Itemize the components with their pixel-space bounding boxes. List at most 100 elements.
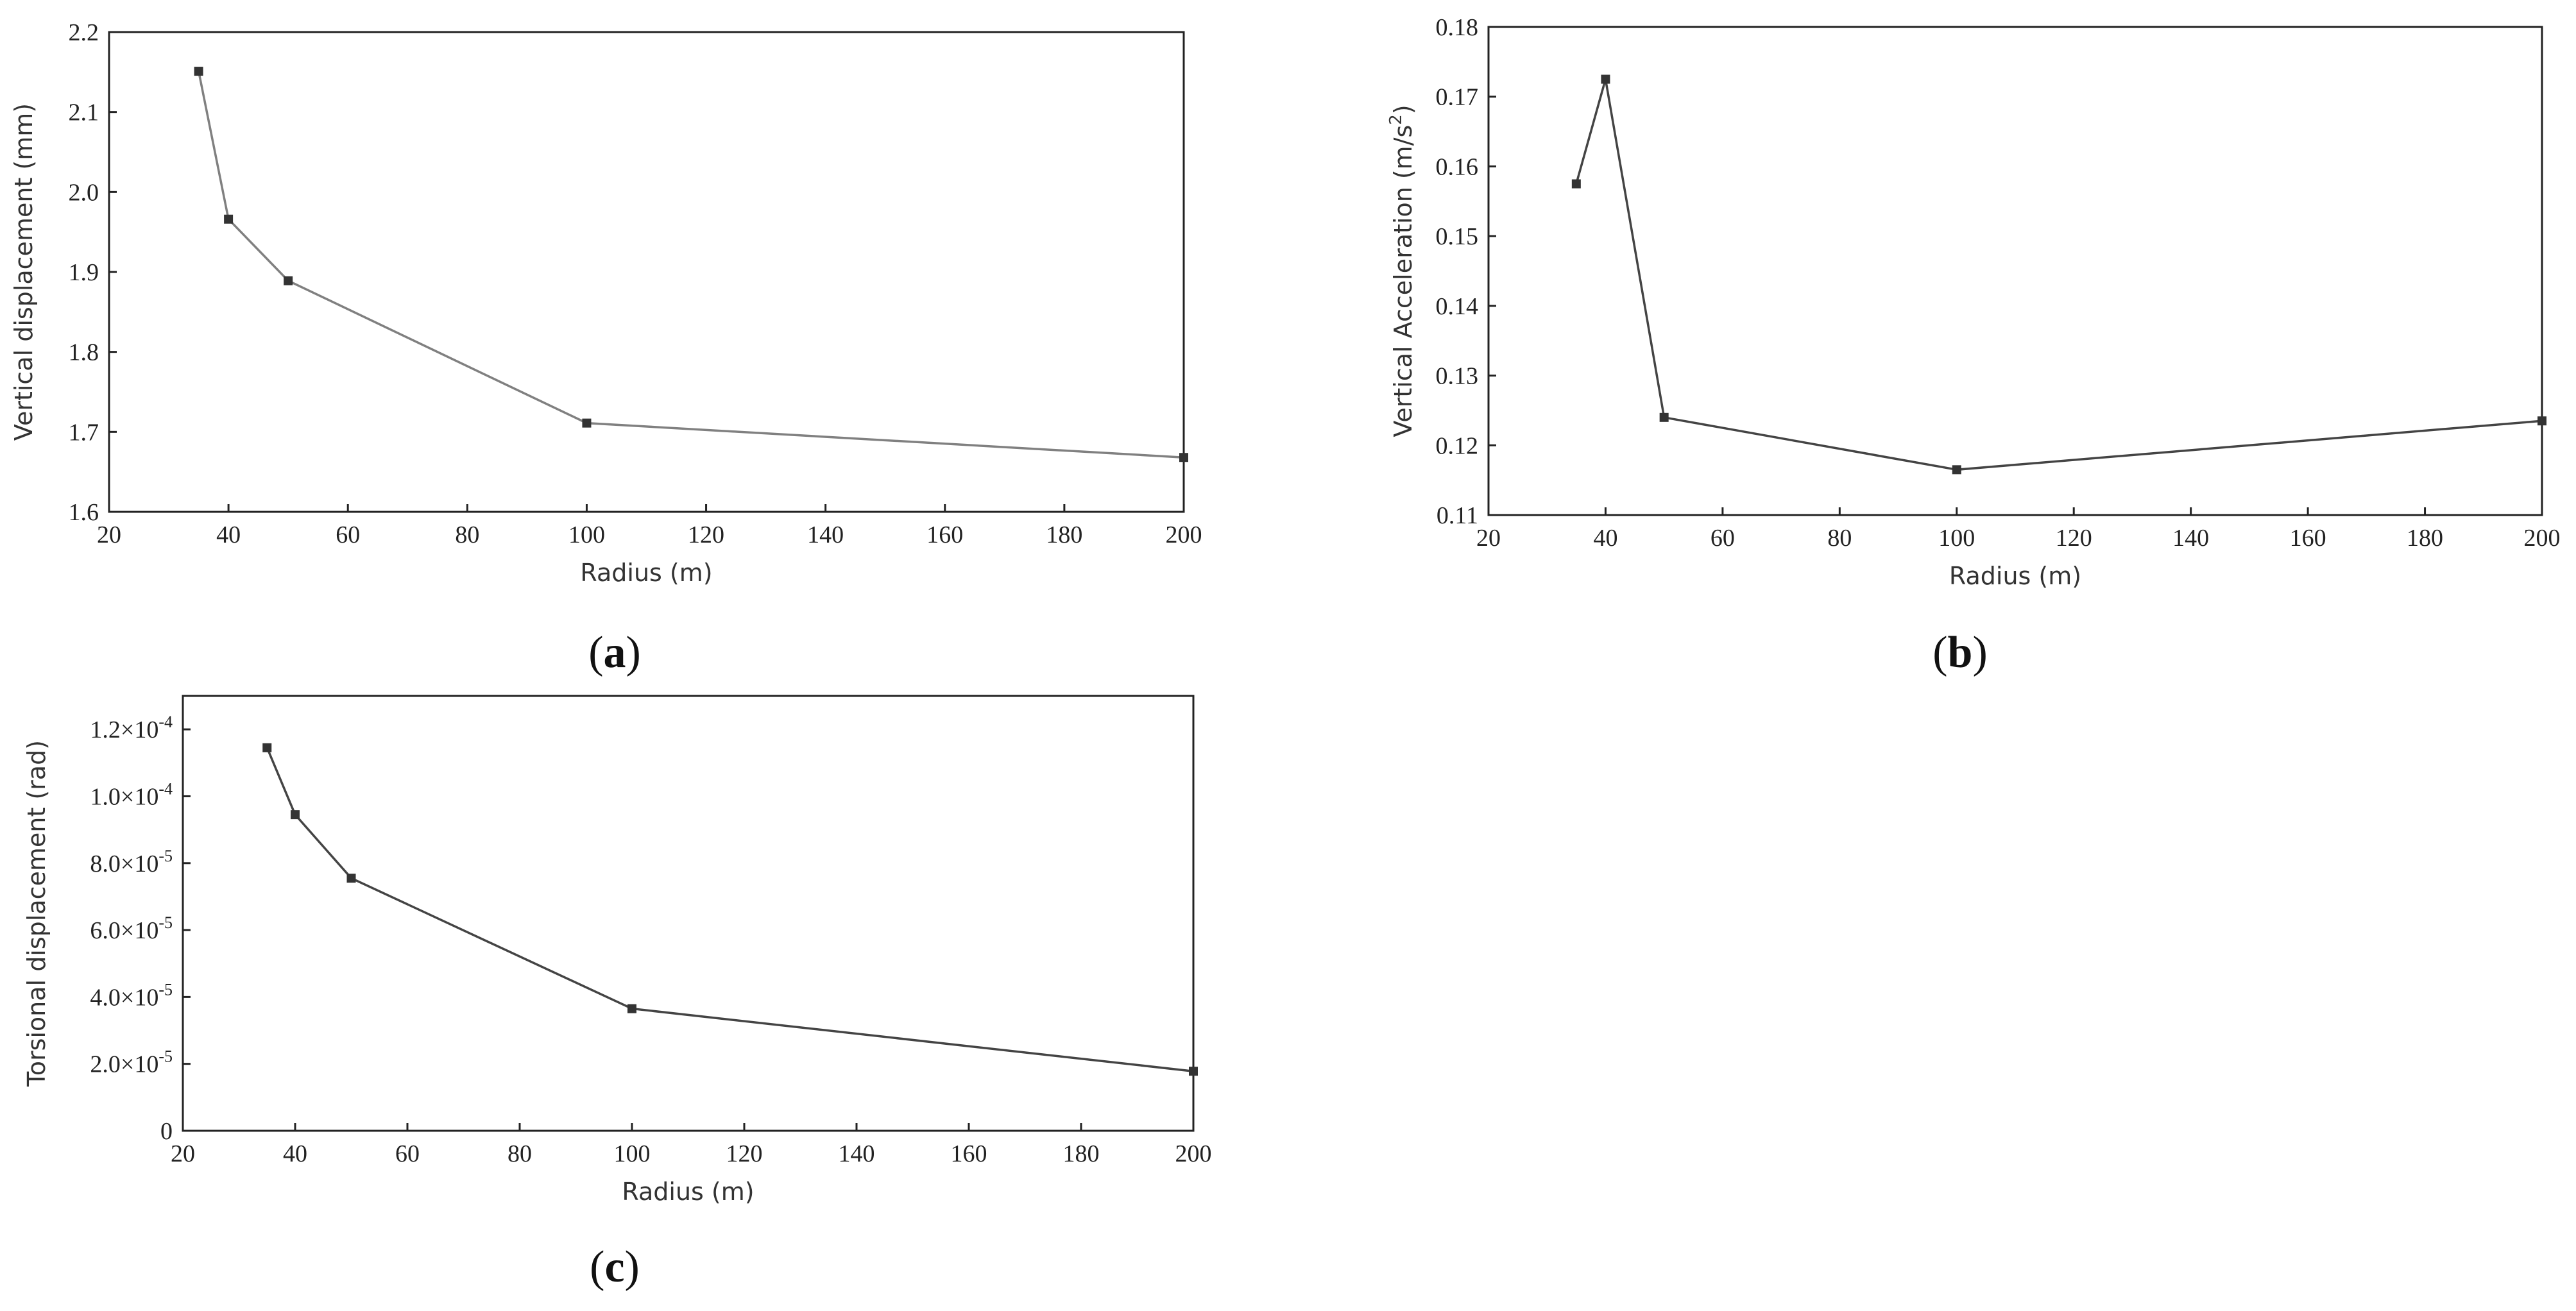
y-tick-label: 1.2×10-4 <box>90 713 173 743</box>
x-tick-label: 40 <box>1593 525 1617 552</box>
y-tick-mantissa: 0 <box>160 1118 173 1145</box>
y-tick-label: 0.16 <box>1436 153 1479 180</box>
x-tick-label: 140 <box>807 521 844 548</box>
y-tick-label: 0 <box>160 1118 173 1145</box>
y-tick-label: 2.2 <box>69 19 99 46</box>
data-point <box>284 276 293 285</box>
y-axis-label-sup: 2 <box>1386 114 1406 125</box>
y-tick-label: 2.0 <box>69 179 99 206</box>
y-tick-label: 4.0×10-5 <box>90 980 173 1011</box>
x-tick-label: 80 <box>1827 525 1852 552</box>
x-tick-label: 40 <box>283 1140 307 1167</box>
y-tick-label: 0.17 <box>1436 84 1479 111</box>
y-axis-label-main: Vertical Acceleration (m/s <box>1389 125 1417 437</box>
y-tick-exponent: -5 <box>158 980 173 999</box>
data-point <box>1952 465 1961 475</box>
x-tick-label: 40 <box>216 521 241 548</box>
y-tick-mantissa: 6.0×10 <box>90 917 158 944</box>
y-tick-mantissa: 4.0×10 <box>90 984 158 1011</box>
y-tick-label: 0.12 <box>1436 432 1479 459</box>
x-axis-label: Radius (m) <box>1949 562 2081 590</box>
y-tick-label: 1.7 <box>69 419 99 446</box>
y-tick-label: 0.18 <box>1436 14 1479 41</box>
y-tick-label: 0.11 <box>1437 502 1478 529</box>
y-tick-mantissa: 1.2×10 <box>90 716 158 743</box>
x-tick-label: 60 <box>1710 525 1735 552</box>
data-point <box>1601 74 1610 84</box>
panel-caption: (c) <box>590 1242 640 1292</box>
x-tick-label: 200 <box>2524 525 2561 552</box>
x-tick-label: 20 <box>97 521 121 548</box>
y-tick-label: 1.6 <box>69 499 99 526</box>
panel-caption: (b) <box>1932 628 1988 677</box>
y-axis-label: Torsional displacement (rad) <box>22 740 51 1087</box>
x-tick-label: 100 <box>568 521 605 548</box>
y-tick-label: 2.0×10-5 <box>90 1047 173 1078</box>
data-point <box>346 874 356 883</box>
y-tick-label: 1.0×10-4 <box>90 779 173 810</box>
data-point <box>1571 179 1581 189</box>
y-tick-label: 8.0×10-5 <box>90 847 173 877</box>
data-point <box>627 1004 636 1013</box>
x-tick-label: 120 <box>688 521 724 548</box>
caption-open: ( <box>588 628 603 677</box>
caption-letter: c <box>604 1242 624 1292</box>
y-tick-mantissa: 8.0×10 <box>90 850 158 877</box>
chart-panel-a: 20 40 60 80 100 120 140 160 180 200 1.6 1.7 1.8 1.9 2.… <box>10 19 1202 677</box>
y-tick-label: 1.8 <box>69 339 99 366</box>
x-tick-label: 80 <box>508 1140 532 1167</box>
panel-caption: (a) <box>588 628 641 677</box>
y-tick-label: 1.9 <box>69 259 99 286</box>
x-tick-label: 140 <box>2172 525 2209 552</box>
y-tick-exponent: -5 <box>158 847 173 865</box>
data-point <box>262 743 272 752</box>
chart-panel-b: 20 40 60 80 100 120 140 160 180 200 0.11 0.12 0.13 0.… <box>1386 14 2561 677</box>
x-tick-label: 200 <box>1166 521 1202 548</box>
data-point <box>1179 453 1188 462</box>
data-point <box>582 418 592 428</box>
y-tick-exponent: -5 <box>158 913 173 932</box>
series-line <box>266 747 1194 1072</box>
x-tick-label: 160 <box>951 1140 987 1167</box>
y-tick-label: 0.13 <box>1436 363 1479 390</box>
y-tick-label: 6.0×10-5 <box>90 913 173 944</box>
y-axis-label-end: ) <box>1389 105 1417 114</box>
data-point <box>224 214 234 224</box>
x-tick-label: 100 <box>1938 525 1975 552</box>
plot-frame <box>108 31 1185 513</box>
data-point <box>2538 416 2546 426</box>
x-axis-label: Radius (m) <box>580 559 712 587</box>
x-tick-label: 180 <box>1063 1140 1100 1167</box>
y-tick-mantissa: 2.0×10 <box>90 1051 158 1078</box>
x-tick-label: 180 <box>1046 521 1082 548</box>
x-tick-label: 140 <box>839 1140 875 1167</box>
caption-close: ) <box>625 1242 640 1292</box>
x-tick-label: 180 <box>2407 525 2443 552</box>
y-axis-label: Vertical displacement (mm) <box>10 103 38 441</box>
y-tick-exponent: -4 <box>158 713 173 731</box>
x-tick-label: 80 <box>455 521 479 548</box>
plot-frame <box>1487 26 2543 516</box>
data-point <box>291 810 300 820</box>
y-tick-label: 0.14 <box>1436 293 1479 320</box>
y-tick-exponent: -4 <box>158 779 173 798</box>
series-line <box>1575 79 2543 471</box>
y-axis-label: Vertical Acceleration (m/s2) <box>1386 105 1417 437</box>
caption-close: ) <box>1972 628 1987 677</box>
x-tick-label: 20 <box>171 1140 195 1167</box>
y-tick-exponent: -5 <box>158 1047 173 1066</box>
caption-close: ) <box>626 628 641 677</box>
data-point <box>1189 1067 1198 1076</box>
x-tick-label: 60 <box>336 521 360 548</box>
y-tick-label: 2.1 <box>69 99 99 126</box>
caption-open: ( <box>1932 628 1947 677</box>
plot-frame <box>182 695 1195 1132</box>
y-tick-mantissa: 1.0×10 <box>90 783 158 810</box>
caption-open: ( <box>590 1242 604 1292</box>
x-axis-label: Radius (m) <box>622 1178 754 1206</box>
x-tick-label: 120 <box>726 1140 763 1167</box>
x-tick-label: 100 <box>614 1140 651 1167</box>
x-tick-label: 120 <box>2056 525 2092 552</box>
y-tick-label: 0.15 <box>1436 223 1479 250</box>
